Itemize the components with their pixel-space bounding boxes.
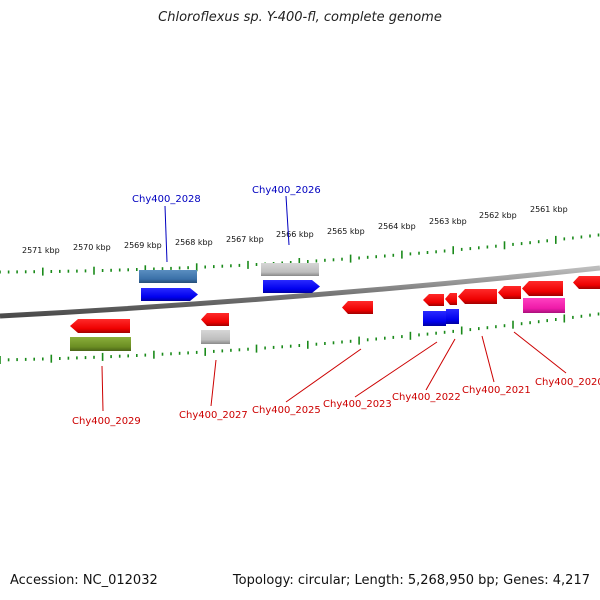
kbp-label: 2568 kbp — [175, 238, 213, 247]
svg-text:Chy400_2029: Chy400_2029 — [72, 416, 141, 427]
gene-label-chy400-2027[interactable]: Chy400_2027 — [179, 359, 248, 421]
svg-text:Chy400_2022: Chy400_2022 — [392, 392, 461, 403]
gene-feature[interactable] — [139, 270, 197, 283]
kbp-label: 2563 kbp — [429, 217, 467, 226]
gene-label-chy400-2025[interactable]: Chy400_2025 — [252, 348, 362, 416]
gene-feature[interactable] — [458, 289, 497, 304]
svg-text:Chy400_2028: Chy400_2028 — [132, 194, 201, 205]
kbp-label: 2564 kbp — [378, 222, 416, 231]
svg-text:Chy400_2026: Chy400_2026 — [252, 185, 321, 196]
gene-label-chy400-2028[interactable]: Chy400_2028 — [132, 194, 201, 263]
svg-text:Chy400_2025: Chy400_2025 — [252, 405, 321, 416]
gene-feature[interactable] — [201, 313, 229, 326]
map-title: Chloroflexus sp. Y-400-fl, complete geno… — [158, 10, 442, 25]
gene-feature[interactable] — [423, 311, 446, 326]
gene-label-chy400-2023[interactable]: Chy400_2023 — [323, 341, 438, 410]
gene-label-chy400-2021[interactable]: Chy400_2021 — [462, 335, 531, 396]
gene-feature[interactable] — [522, 281, 563, 296]
kbp-label: 2569 kbp — [124, 241, 162, 250]
gene-feature[interactable] — [423, 294, 444, 306]
gene-label-chy400-2020[interactable]: Chy400_2020 — [513, 331, 600, 388]
gene-feature[interactable] — [498, 286, 521, 299]
kbp-label: 2567 kbp — [226, 235, 264, 244]
kbp-label: 2562 kbp — [479, 211, 517, 220]
gene-feature[interactable] — [70, 319, 130, 333]
accession-text: Accession: NC_012032 — [10, 573, 158, 588]
genome-summary-text: Topology: circular; Length: 5,268,950 bp… — [232, 573, 590, 588]
gene-feature[interactable] — [261, 263, 319, 276]
outer-tick-track — [0, 233, 600, 276]
gene-feature[interactable] — [263, 280, 320, 293]
inner-tick-track — [0, 312, 600, 364]
gene-feature[interactable] — [201, 330, 230, 344]
kbp-label: 2570 kbp — [73, 243, 111, 252]
kbp-label: 2566 kbp — [276, 230, 314, 239]
kbp-label: 2571 kbp — [22, 246, 60, 255]
kbp-scale-labels: 2571 kbp 2570 kbp 2569 kbp 2568 kbp 2567… — [22, 205, 568, 255]
gene-feature[interactable] — [445, 293, 457, 305]
svg-text:Chy400_2023: Chy400_2023 — [323, 399, 392, 410]
svg-text:Chy400_2027: Chy400_2027 — [179, 410, 248, 421]
gene-feature[interactable] — [70, 337, 131, 351]
gene-feature[interactable] — [573, 276, 600, 289]
kbp-label: 2561 kbp — [530, 205, 568, 214]
gene-feature[interactable] — [523, 298, 565, 313]
gene-feature[interactable] — [446, 309, 459, 324]
kbp-label: 2565 kbp — [327, 227, 365, 236]
gene-label-chy400-2026[interactable]: Chy400_2026 — [252, 185, 321, 246]
gene-feature[interactable] — [342, 301, 373, 314]
svg-text:Chy400_2020: Chy400_2020 — [535, 377, 600, 388]
gene-feature[interactable] — [141, 288, 198, 301]
genome-backbone — [0, 265, 600, 319]
gene-label-chy400-2022[interactable]: Chy400_2022 — [392, 338, 461, 403]
gene-label-chy400-2029[interactable]: Chy400_2029 — [72, 365, 141, 427]
svg-text:Chy400_2021: Chy400_2021 — [462, 385, 531, 396]
